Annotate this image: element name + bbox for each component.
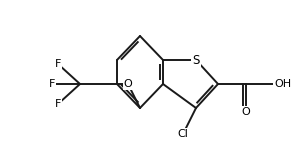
Text: O: O (124, 79, 132, 89)
Text: Cl: Cl (178, 129, 188, 139)
Text: O: O (242, 107, 250, 117)
Text: S: S (192, 54, 200, 66)
Text: F: F (49, 79, 55, 89)
Text: OH: OH (274, 79, 291, 89)
Text: F: F (55, 59, 61, 69)
Text: F: F (55, 99, 61, 109)
